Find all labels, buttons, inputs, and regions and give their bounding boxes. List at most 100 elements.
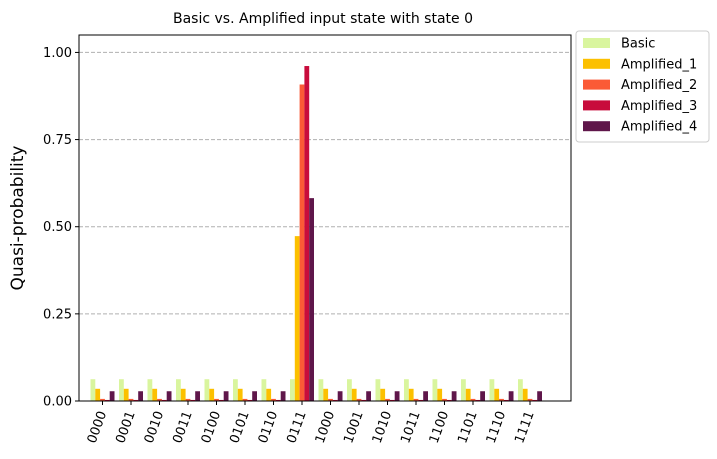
bar-amplified_4-1000 xyxy=(337,391,343,401)
bar-amplified_4-0101 xyxy=(252,391,257,401)
x-tick-label: 0001 xyxy=(113,409,138,445)
bar-amplified_2-0101 xyxy=(242,398,248,401)
bar-amplified_3-0110 xyxy=(275,399,281,401)
bar-amplified_3-1101 xyxy=(475,399,481,401)
x-tick-label: 1011 xyxy=(398,409,423,445)
legend: Basic Amplified_1 Amplified_2 Amplified_3 Am… xyxy=(575,30,710,143)
bar-amplified_3-1111 xyxy=(532,399,538,401)
bar-basic-0011 xyxy=(176,379,181,401)
bar-amplified_4-1101 xyxy=(480,391,485,401)
bar-basic-1110 xyxy=(489,379,495,401)
x-tick-label: 1100 xyxy=(427,409,452,445)
y-axis-label: Quasi-probability xyxy=(8,146,28,291)
x-tick-label: 1110 xyxy=(484,409,509,445)
bar-amplified_2-1011 xyxy=(413,398,419,401)
bar-amplified_4-1100 xyxy=(451,391,457,401)
bar-amplified_4-1010 xyxy=(394,391,400,401)
bar-amplified_4-1111 xyxy=(537,391,542,401)
plot-frame xyxy=(78,34,572,402)
bar-basic-0001 xyxy=(119,379,124,401)
x-tick-label: 1001 xyxy=(341,409,366,445)
bar-basic-1101 xyxy=(461,379,466,401)
x-tick-label: 1101 xyxy=(455,409,480,445)
x-axis: 0000 0001 0010 0011 0100 0101 0110 0111 1000 1001… xyxy=(85,401,538,445)
bar-basic-0110 xyxy=(261,379,267,401)
x-tick-label: 0000 xyxy=(85,409,110,445)
bar-amplified_1-1000 xyxy=(323,388,329,401)
bar-amplified_1-0100 xyxy=(209,388,215,401)
y-axis: 0.00 0.25 0.50 0.75 1.00 xyxy=(43,46,79,410)
y-tick-label: 1.00 xyxy=(43,46,72,61)
bar-amplified_1-1011 xyxy=(408,388,414,401)
legend-swatch xyxy=(583,38,610,48)
bar-amplified_1-0110 xyxy=(266,388,272,401)
bar-amplified_3-0000 xyxy=(104,399,110,401)
bar-amplified_1-0101 xyxy=(237,388,243,401)
bar-amplified_4-0110 xyxy=(280,391,286,401)
bar-amplified_2-1001 xyxy=(356,398,362,401)
bar-amplified_4-0001 xyxy=(138,391,143,401)
x-tick-label: 0111 xyxy=(284,409,309,445)
bar-amplified_2-0000 xyxy=(100,398,105,401)
bar-amplified_1-0010 xyxy=(152,388,158,401)
bar-amplified_2-0110 xyxy=(271,398,276,401)
bar-amplified_2-1010 xyxy=(385,398,390,401)
legend-swatch xyxy=(583,79,610,90)
bar-amplified_1-1101 xyxy=(465,388,471,401)
legend-swatch xyxy=(583,121,610,132)
legend-label: Basic xyxy=(621,37,655,52)
y-tick-label: 0.75 xyxy=(43,133,72,148)
bar-amplified_1-0111 xyxy=(294,236,300,401)
bar-amplified_3-1110 xyxy=(503,399,509,401)
bar-amplified_2-0010 xyxy=(157,398,162,401)
bar-amplified_2-0001 xyxy=(128,398,134,401)
chart-title: Basic vs. Amplified input state with sta… xyxy=(173,11,473,27)
y-tick-label: 0.00 xyxy=(43,395,72,410)
bar-amplified_2-1110 xyxy=(499,398,504,401)
bar-amplified_1-1111 xyxy=(522,388,528,401)
x-tick-label: 1010 xyxy=(370,409,395,445)
x-tick-label: 0011 xyxy=(170,409,195,445)
legend-swatch xyxy=(583,58,610,69)
bar-amplified_2-0100 xyxy=(214,398,219,401)
x-tick-label: 0101 xyxy=(227,409,252,445)
legend-swatch xyxy=(583,100,610,111)
bar-amplified_2-1000 xyxy=(328,398,333,401)
bar-amplified_2-1101 xyxy=(470,398,476,401)
bar-amplified_3-0111 xyxy=(304,66,310,401)
bar-amplified_2-1100 xyxy=(442,398,447,401)
legend-label: Amplified_4 xyxy=(621,120,697,135)
x-tick-label: 1111 xyxy=(512,409,537,445)
bar-amplified_3-1001 xyxy=(361,399,367,401)
bar-basic-1010 xyxy=(375,379,381,401)
x-tick-label: 0100 xyxy=(199,409,224,445)
bar-basic-0101 xyxy=(233,379,238,401)
legend-label: Amplified_3 xyxy=(621,99,697,114)
bar-amplified_3-1010 xyxy=(389,399,395,401)
bar-amplified_4-0011 xyxy=(195,391,200,401)
x-tick-label: 0110 xyxy=(256,409,281,445)
x-tick-label: 0010 xyxy=(142,409,167,445)
bar-basic-1000 xyxy=(318,379,324,401)
bar-amplified_2-1111 xyxy=(527,398,533,401)
bar-amplified_3-0011 xyxy=(190,399,196,401)
y-tick-label: 0.25 xyxy=(43,307,72,322)
bar-amplified_4-1001 xyxy=(366,391,371,401)
bar-basic-1100 xyxy=(432,379,438,401)
bar-amplified_3-1011 xyxy=(418,399,424,401)
bar-amplified_1-1001 xyxy=(351,388,357,401)
bar-amplified_4-1110 xyxy=(508,391,514,401)
grid-lines xyxy=(79,51,571,315)
bar-amplified_2-0011 xyxy=(185,398,191,401)
bar-amplified_1-1110 xyxy=(494,388,500,401)
bar-basic-0100 xyxy=(204,379,210,401)
legend-label: Amplified_1 xyxy=(621,57,697,72)
bar-amplified_3-0101 xyxy=(247,399,253,401)
bar-amplified_3-0100 xyxy=(218,399,224,401)
bar-amplified_1-1100 xyxy=(437,388,443,401)
y-tick-label: 0.50 xyxy=(43,220,72,235)
bar-amplified_3-1000 xyxy=(332,399,338,401)
bar-amplified_4-0100 xyxy=(223,391,229,401)
bar-basic-0000 xyxy=(90,379,96,401)
